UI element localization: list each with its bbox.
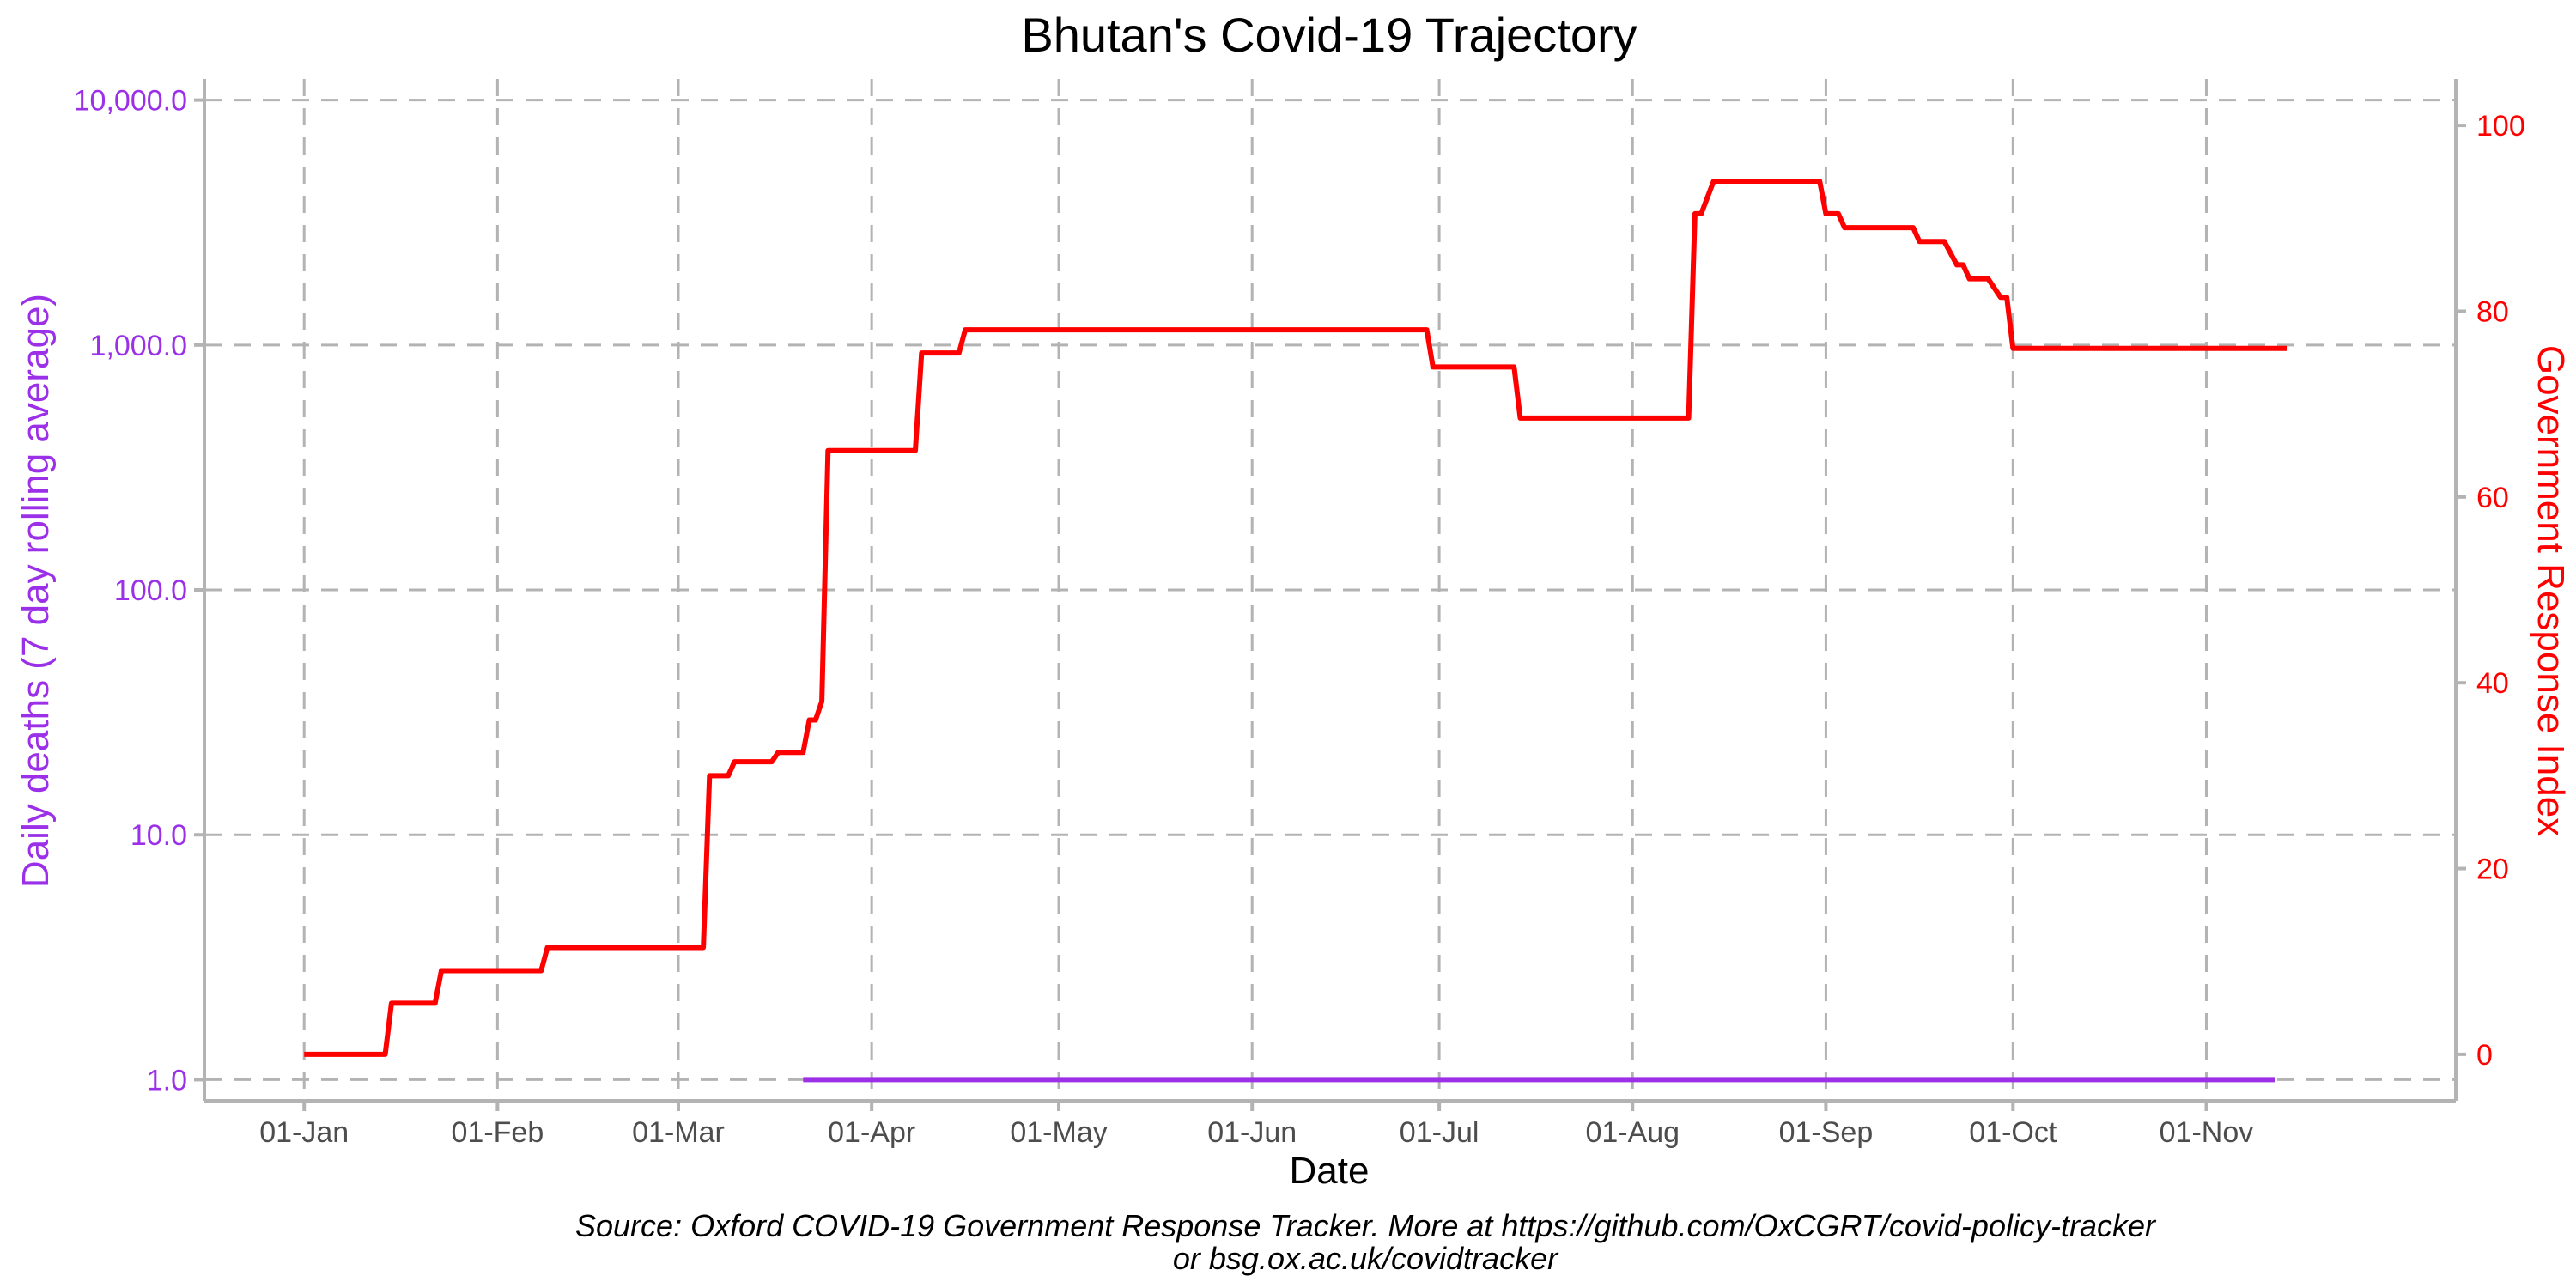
x-tick-label: 01-Jul (1400, 1116, 1479, 1149)
x-tick-label: 01-Apr (828, 1116, 915, 1149)
left-tick-label: 100.0 (114, 574, 187, 607)
x-tick-label: 01-Jan (259, 1116, 349, 1149)
grid (204, 79, 2456, 1101)
x-tick-label: 01-Mar (632, 1116, 725, 1149)
tick-labels: 01-Jan 01-Feb 01-Mar 01-Apr 01-May 01-Jun 01-J… (74, 85, 2525, 1149)
right-tick-label: 80 (2476, 295, 2509, 328)
x-tick-label: 01-Nov (2160, 1116, 2254, 1149)
chart-title: Bhutan's Covid-19 Trajectory (1021, 8, 1637, 62)
response-index-series-line (304, 179, 2287, 1057)
x-tick-label: 01-Aug (1585, 1116, 1680, 1149)
right-tick-label: 60 (2476, 482, 2509, 514)
axes (194, 79, 2466, 1111)
left-tick-label: 1.0 (147, 1064, 187, 1097)
right-tick-label: 100 (2476, 110, 2525, 143)
x-tick-label: 01-May (1010, 1116, 1107, 1149)
right-tick-label: 20 (2476, 854, 2509, 886)
left-tick-label: 10,000.0 (74, 85, 187, 118)
x-axis-title: Date (1290, 1150, 1370, 1192)
left-tick-label: 10.0 (131, 819, 187, 852)
right-tick-label: 0 (2476, 1039, 2493, 1072)
left-axis-title: Daily deaths (7 day rolling average) (15, 294, 57, 888)
right-tick-label: 40 (2476, 667, 2509, 700)
x-tick-label: 01-Oct (1969, 1116, 2057, 1149)
x-tick-label: 01-Sep (1779, 1116, 1874, 1149)
series (304, 179, 2287, 1083)
source-caption-line1: Source: Oxford COVID-19 Government Respo… (575, 1208, 2157, 1243)
x-tick-label: 01-Feb (452, 1116, 544, 1149)
right-axis-title: Government Response Index (2530, 345, 2572, 836)
x-tick-label: 01-Jun (1207, 1116, 1297, 1149)
source-caption-line2: or bsg.ox.ac.uk/covidtracker (1173, 1241, 1559, 1276)
left-tick-label: 1,000.0 (90, 330, 187, 362)
